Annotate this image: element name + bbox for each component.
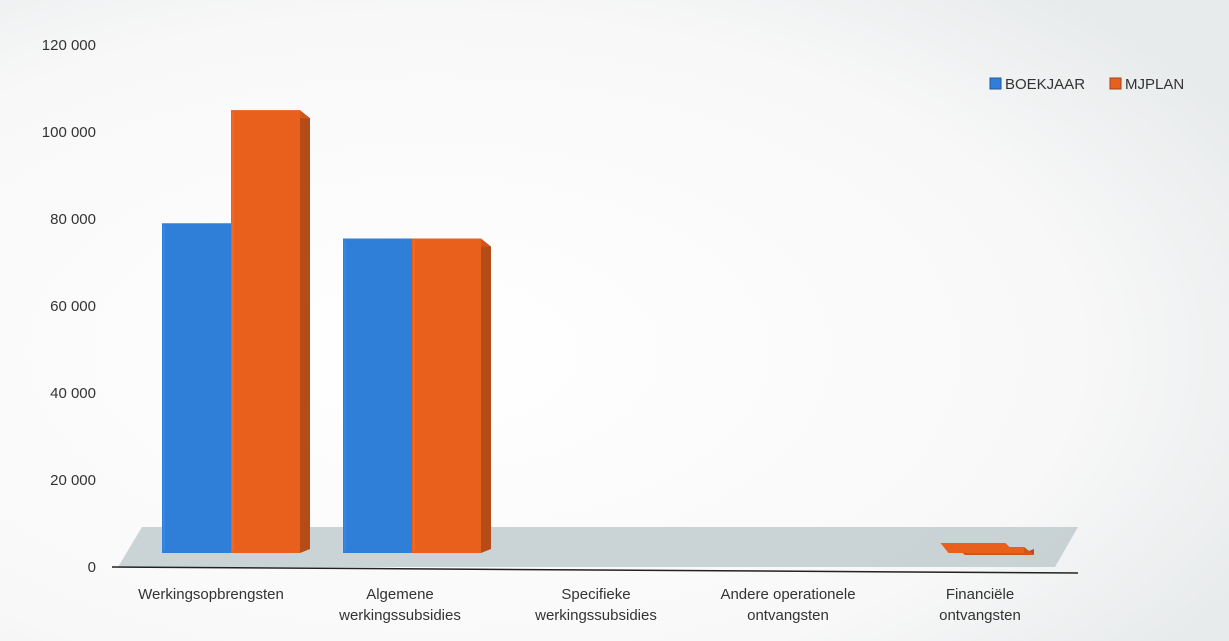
y-tick-label: 100 000	[42, 124, 96, 141]
x-tick-label: Werkingsopbrengsten	[138, 586, 284, 603]
legend-label: MJPLAN	[1125, 76, 1184, 93]
y-tick-label: 60 000	[50, 298, 96, 315]
bar-boekjaar-1	[162, 223, 241, 553]
x-tick-label: Andere operationele	[720, 586, 855, 603]
legend-item-boekjaar: BOEKJAAR	[989, 76, 1085, 93]
bar-boekjaar-2	[343, 238, 422, 553]
x-tick-label: Specifieke	[561, 586, 630, 603]
x-tick-label: ontvangsten	[747, 607, 829, 624]
x-tick-label: werkingssubsidies	[534, 607, 657, 624]
legend-item-mjplan: MJPLAN	[1109, 76, 1184, 93]
y-tick-label: 80 000	[50, 211, 96, 228]
x-tick-label: werkingssubsidies	[338, 607, 461, 624]
x-tick-label: Financiële	[946, 586, 1014, 603]
bar-mjplan-5	[940, 543, 1016, 553]
y-tick-label: 40 000	[50, 385, 96, 402]
x-tick-label: Algemene	[366, 586, 434, 603]
bar-mjplan-1	[231, 110, 310, 553]
y-tick-label: 120 000	[42, 37, 96, 54]
bar-mjplan-2	[412, 238, 491, 553]
y-tick-label: 0	[88, 559, 96, 576]
x-tick-label: ontvangsten	[939, 607, 1021, 624]
legend-swatch	[989, 77, 1002, 90]
legend-label: BOEKJAAR	[1005, 76, 1085, 93]
legend-swatch	[1109, 77, 1122, 90]
x-axis-line	[111, 566, 1079, 574]
y-tick-label: 20 000	[50, 472, 96, 489]
